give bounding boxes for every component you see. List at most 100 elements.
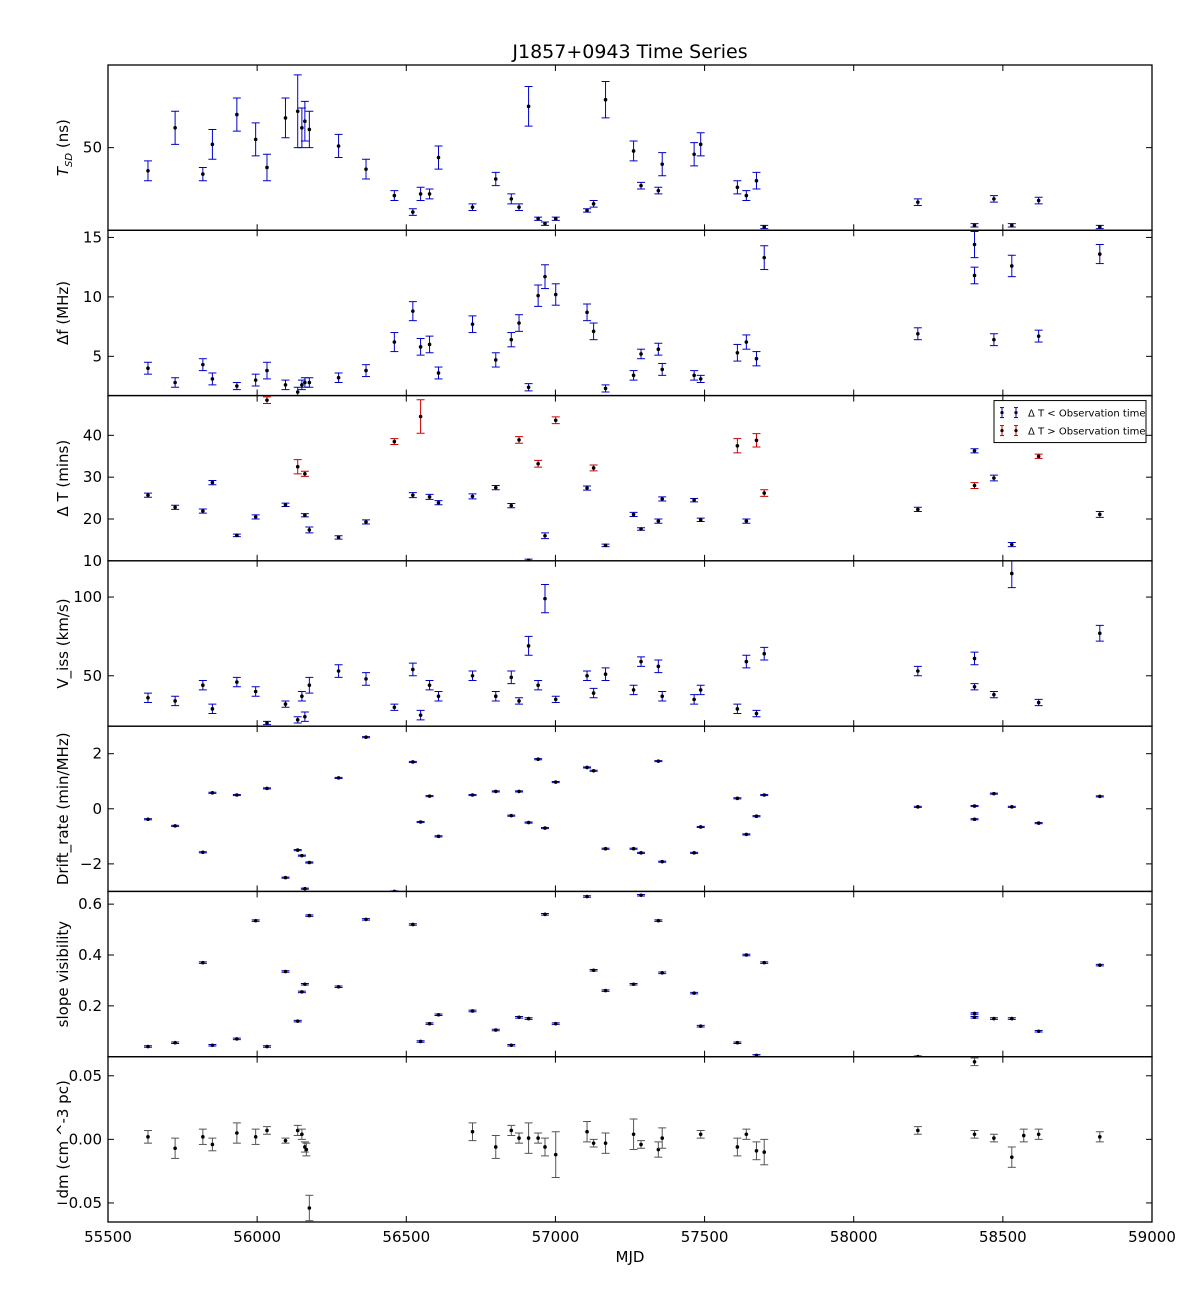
marker [916,1128,920,1133]
data-point [281,700,290,708]
data-point [742,953,751,957]
data-point [989,474,998,482]
data-point [540,221,549,226]
marker [656,664,661,669]
marker [735,1040,740,1045]
data-point [742,190,751,202]
data-point [913,506,922,512]
panel-frame-dm [107,1056,1153,1223]
data-point [637,527,646,531]
marker [173,1040,177,1045]
marker [470,494,475,499]
marker [493,1145,498,1149]
marker [418,414,423,419]
marker [307,1206,312,1210]
marker [427,794,432,798]
marker [307,380,312,385]
data-point [913,327,922,341]
marker [1098,512,1102,517]
marker [146,1044,150,1049]
data-point [629,982,638,987]
data-point [390,438,399,446]
data-point [208,1137,217,1152]
data-point [491,1135,500,1159]
data-point [1034,1128,1043,1140]
marker [336,144,341,148]
data-point [970,230,979,259]
marker [603,672,608,676]
marker [526,644,531,648]
data-point [408,760,417,764]
marker [336,669,341,673]
legend-label: Δ T > Observation time [1028,427,1146,438]
data-point [654,918,663,923]
marker [754,356,759,361]
data-point [742,334,751,350]
marker [493,694,498,699]
data-point [524,1122,533,1154]
marker [553,1152,558,1157]
marker [631,846,636,851]
panel-data-viss [143,560,1104,726]
marker [210,1142,215,1147]
data-point [507,193,516,205]
y-tick-label-slope: 0.2 [78,997,102,1015]
y-tick-label-drift: 2 [92,745,102,763]
marker [253,378,258,382]
data-point [334,664,343,678]
marker [553,780,558,784]
data-point [629,846,638,851]
data-point [232,533,241,538]
data-point [302,1142,311,1157]
data-point [534,459,543,468]
marker [336,535,341,540]
legend-label: Δ T < Observation time [1028,409,1146,420]
data-point [970,223,979,228]
data-point [637,893,646,898]
marker [631,982,636,987]
marker [603,543,608,548]
data-point [534,284,543,307]
marker [543,274,547,279]
data-point [601,988,610,993]
marker [253,515,258,519]
marker [735,185,740,190]
marker [972,483,977,488]
data-point [1007,223,1016,228]
data-point [752,709,761,718]
marker [493,358,498,362]
marker [300,853,304,858]
marker [253,137,258,142]
marker [526,1136,531,1140]
data-point [143,1044,152,1049]
marker [754,1149,759,1153]
data-point [198,508,207,514]
data-point [416,820,425,824]
data-point [507,503,516,509]
data-point [171,504,180,510]
data-point [970,683,979,691]
data-point [742,832,751,837]
data-point [654,659,663,674]
data-point [305,913,314,918]
data-point [524,635,533,656]
data-point [300,470,309,477]
marker [639,893,643,898]
data-point [515,314,524,332]
data-point [752,351,761,367]
marker [692,498,696,502]
marker [300,126,304,130]
data-point [416,337,425,356]
data-point [143,361,152,375]
data-point [208,791,217,795]
data-point [416,186,425,202]
marker [201,1135,205,1139]
data-point [305,676,314,694]
data-point [262,361,271,380]
data-point [551,416,560,425]
data-point [468,670,477,681]
data-point [262,1044,271,1049]
data-point [696,132,705,157]
marker [1036,454,1041,459]
data-point [281,1137,290,1144]
